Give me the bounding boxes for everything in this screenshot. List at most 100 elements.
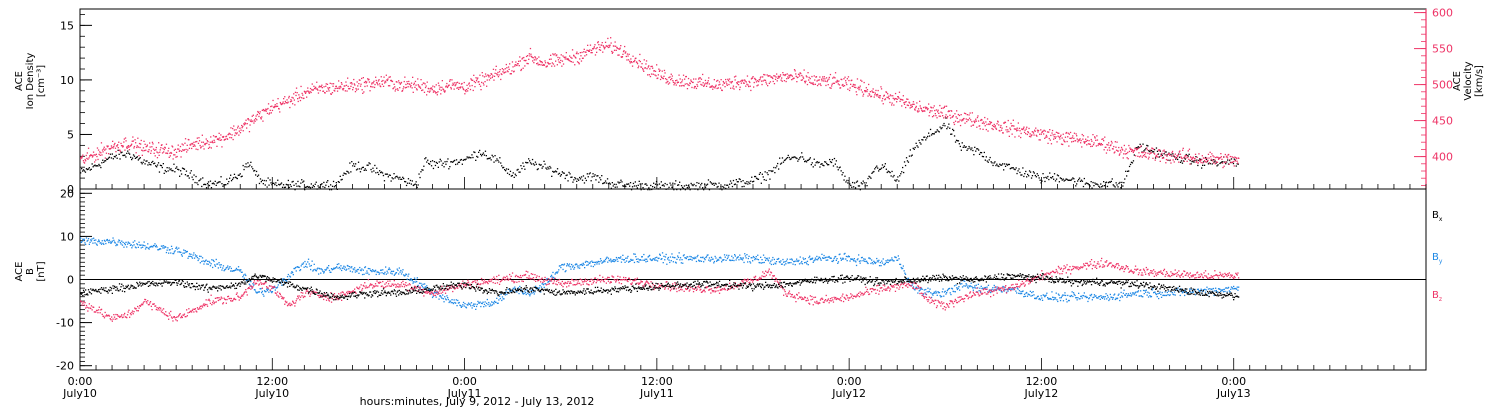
by-series-point [891,259,894,261]
density-series-point [963,145,965,147]
velocity-series-point [811,83,814,85]
by-series-point [685,257,687,259]
by-series-point [105,242,107,245]
by-series-point [220,264,222,266]
density-series-point [103,161,105,163]
by-series-point [642,259,644,261]
by-series-point [1215,289,1217,292]
density-series-point [537,168,539,170]
density-series-point [1064,179,1066,181]
velocity-series-point [1004,121,1007,124]
by-series-point [374,270,376,273]
velocity-series-point [912,103,914,105]
velocity-series-point [1232,161,1234,163]
by-series-point [189,255,191,257]
velocity-series-point [235,133,238,135]
by-series-point [279,281,281,283]
density-series-point [1092,181,1094,184]
velocity-series-point [879,97,881,99]
density-series-point [953,135,956,137]
by-series-point [1008,288,1010,290]
density-series-point [364,168,366,170]
velocity-series-point [240,129,242,131]
velocity-series-point [377,84,379,86]
by-series-point [881,262,884,264]
by-series-point [548,281,550,283]
velocity-series-point [1040,129,1042,131]
velocity-series-point [1095,145,1097,147]
density-series-point [83,170,86,172]
by-series-point [885,260,887,262]
by-series-point [312,269,315,271]
velocity-series-point [133,145,136,148]
by-series-point [610,261,612,263]
velocity-series-point [141,154,143,156]
by-series-point [615,256,618,259]
density-series-point [629,185,631,187]
by-series-point [386,270,388,272]
velocity-series-point [407,86,409,88]
by-series-point [224,269,226,271]
velocity-series-point [469,85,471,87]
velocity-series-point [583,48,585,50]
by-series-point [764,256,766,259]
velocity-series-point [128,146,130,148]
density-series-point [1079,180,1082,182]
density-series-point [620,179,622,181]
velocity-series-point [177,144,179,146]
velocity-series-point [790,74,792,76]
velocity-series-point [464,93,466,95]
density-series-point [837,169,839,171]
velocity-series-point [270,112,272,114]
velocity-series-point [940,111,942,113]
density-series-point [1021,174,1023,176]
velocity-series-point [965,113,967,115]
by-series-point [1098,296,1100,298]
velocity-series-point [128,149,131,151]
density-series-point [884,163,886,165]
velocity-series-point [762,76,764,78]
density-series-point [1222,161,1224,163]
velocity-series-point [424,86,427,89]
velocity-series-point [467,90,469,92]
velocity-series-point [436,94,438,96]
velocity-series-point [687,77,690,80]
by-series-point [180,251,182,254]
by-series-point [793,260,795,263]
by-series-point [140,247,142,249]
velocity-series-point [512,66,514,68]
velocity-series-point [594,54,597,56]
velocity-series-point [384,82,386,84]
by-series-point [170,245,173,247]
velocity-series-point [327,87,329,89]
by-series-point [215,258,217,261]
density-series-point [338,181,340,183]
density-series-point [830,161,833,164]
by-series-point [1127,294,1129,297]
density-series-point [918,139,920,142]
density-series-point [1152,151,1154,153]
velocity-series-point [1215,161,1217,163]
density-series-point [493,161,495,163]
by-series-point [739,254,741,256]
by-series-point [385,266,387,268]
by-series-point [670,260,672,262]
by-series-point [907,277,910,279]
by-series-point [669,261,671,264]
by-series-point [832,259,835,261]
velocity-series-point [971,121,973,123]
velocity-series-point [764,74,766,76]
by-series-point [150,245,152,247]
density-series-point [735,179,737,181]
velocity-series-point [1126,157,1128,159]
by-series-point [718,259,720,261]
velocity-series-point [726,83,728,85]
by-series-point [1107,296,1109,298]
by-series-point [1122,292,1124,294]
velocity-series-point [1189,163,1191,165]
velocity-series-point [394,90,396,92]
by-series-point [972,289,974,291]
velocity-series-point [910,106,912,108]
velocity-series-point [122,145,124,147]
density-series-point [280,182,283,184]
